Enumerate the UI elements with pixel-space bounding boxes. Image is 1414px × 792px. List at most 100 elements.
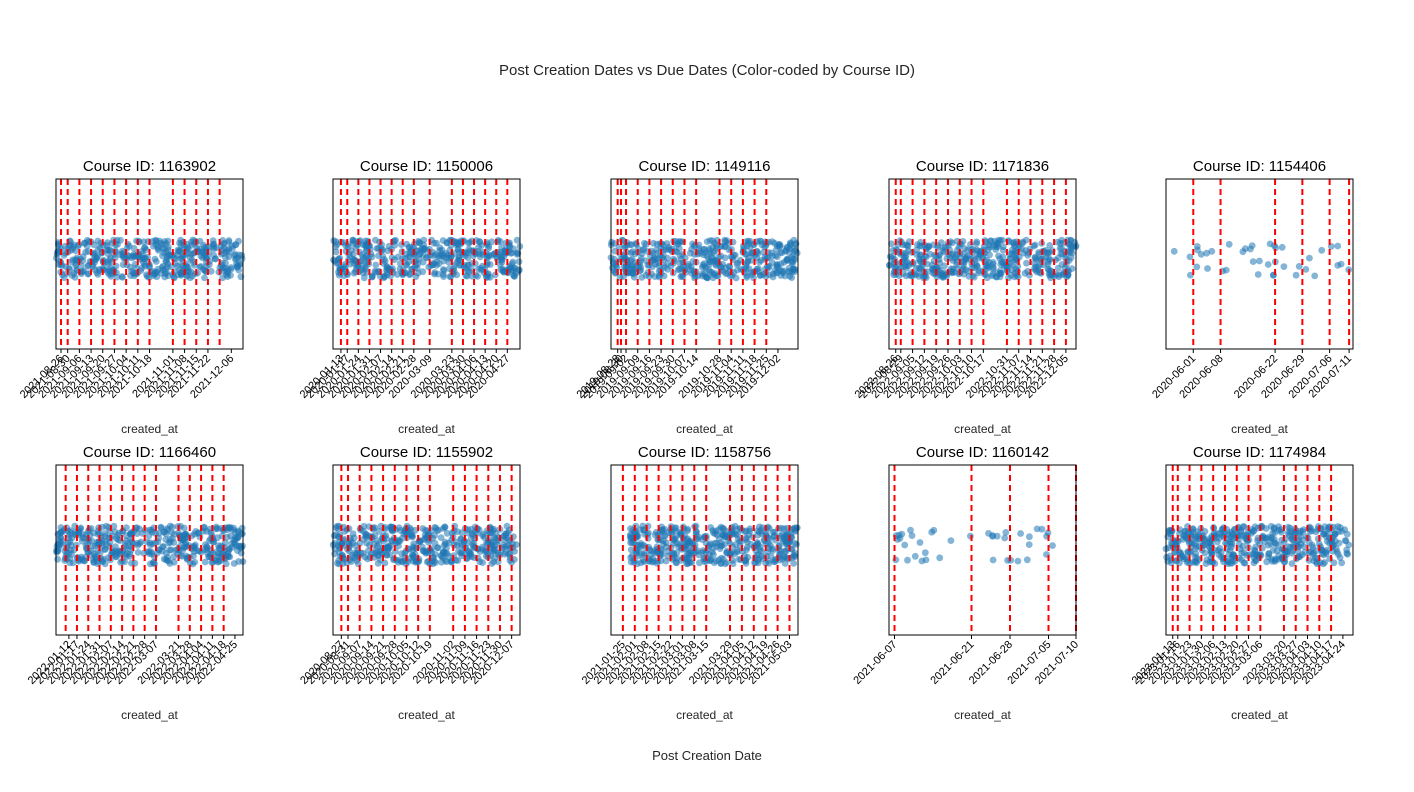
data-point xyxy=(1192,558,1200,566)
data-point xyxy=(707,556,715,563)
data-point xyxy=(1254,271,1262,278)
data-point xyxy=(507,249,515,257)
data-point xyxy=(615,243,623,251)
data-point xyxy=(216,264,224,272)
data-point xyxy=(783,243,791,251)
data-point xyxy=(162,536,170,543)
data-point xyxy=(201,274,208,282)
data-point xyxy=(93,269,101,277)
data-point xyxy=(772,252,780,259)
data-point xyxy=(403,240,411,248)
data-point xyxy=(118,273,126,280)
data-point xyxy=(644,522,652,530)
data-point xyxy=(164,272,172,279)
data-point xyxy=(904,247,912,255)
data-point xyxy=(1203,249,1210,257)
data-point xyxy=(965,252,973,259)
data-point xyxy=(1321,523,1329,530)
data-point xyxy=(911,552,919,560)
data-point xyxy=(478,266,486,274)
data-point xyxy=(350,269,358,277)
subplot-title: Course ID: 1166460 xyxy=(83,444,216,461)
data-point xyxy=(701,270,709,277)
data-point xyxy=(113,273,121,281)
data-point xyxy=(402,262,410,269)
data-point xyxy=(500,268,508,276)
data-point xyxy=(394,253,402,261)
data-point xyxy=(53,548,61,556)
figure-xlabel: Post Creation Date xyxy=(652,748,762,763)
data-point xyxy=(166,546,173,554)
data-point xyxy=(731,522,739,530)
subplot-title: Course ID: 1171836 xyxy=(916,158,1049,175)
data-point xyxy=(103,246,111,254)
data-point xyxy=(188,241,196,249)
data-point xyxy=(1256,257,1263,265)
data-point xyxy=(362,259,369,267)
data-point xyxy=(947,537,955,544)
data-point xyxy=(190,259,197,266)
data-point xyxy=(717,542,725,550)
data-point xyxy=(688,269,695,277)
subplot-10: Course ID: 11749842023-01-132023-01-1620… xyxy=(1130,444,1354,722)
data-point xyxy=(396,265,404,273)
data-point xyxy=(657,245,665,252)
data-point xyxy=(68,258,76,266)
data-point xyxy=(419,258,427,266)
data-point xyxy=(94,237,102,245)
data-point xyxy=(733,546,741,554)
data-point xyxy=(630,539,638,547)
data-point xyxy=(674,266,682,274)
data-point xyxy=(1320,530,1327,538)
data-point xyxy=(679,259,687,267)
data-point xyxy=(1271,556,1279,564)
data-point xyxy=(514,249,521,256)
data-point xyxy=(440,542,448,549)
data-point xyxy=(700,251,707,259)
data-point xyxy=(178,261,186,269)
data-point xyxy=(220,240,228,248)
data-point xyxy=(1017,530,1024,537)
data-point xyxy=(783,255,791,263)
data-point xyxy=(1054,238,1062,246)
data-point xyxy=(1264,261,1272,268)
data-point xyxy=(905,238,913,246)
data-point xyxy=(1229,551,1237,559)
data-point xyxy=(1292,271,1300,279)
data-point xyxy=(177,270,185,278)
data-point xyxy=(1014,557,1022,565)
data-point xyxy=(189,543,197,550)
data-point xyxy=(673,539,681,547)
data-point xyxy=(1002,529,1010,536)
data-point xyxy=(65,264,73,272)
data-point xyxy=(372,261,380,269)
data-point xyxy=(1317,543,1324,551)
data-point xyxy=(773,263,780,270)
subplot-title: Course ID: 1149116 xyxy=(638,158,770,175)
data-point xyxy=(425,263,433,271)
data-point xyxy=(170,558,178,566)
data-point xyxy=(101,560,109,568)
data-point xyxy=(1280,263,1288,270)
x-tick-label: 2021-06-07 xyxy=(851,639,899,687)
data-point xyxy=(163,525,171,532)
data-point xyxy=(1291,532,1299,540)
subplot-1: Course ID: 11639022021-08-262021-08-3020… xyxy=(18,158,246,436)
data-point xyxy=(147,541,154,549)
data-point xyxy=(1047,267,1055,275)
data-point xyxy=(676,252,684,260)
data-point xyxy=(187,250,195,258)
data-point xyxy=(935,256,943,263)
data-point xyxy=(769,545,776,552)
data-point xyxy=(1173,557,1181,565)
data-point xyxy=(101,546,109,553)
subplot-frame xyxy=(332,178,521,350)
data-point xyxy=(123,524,130,532)
data-point xyxy=(676,245,683,252)
data-point xyxy=(761,253,769,261)
data-point xyxy=(104,239,111,247)
data-point xyxy=(700,260,708,268)
data-point xyxy=(921,549,929,557)
data-point xyxy=(91,542,99,550)
data-point xyxy=(189,236,197,244)
